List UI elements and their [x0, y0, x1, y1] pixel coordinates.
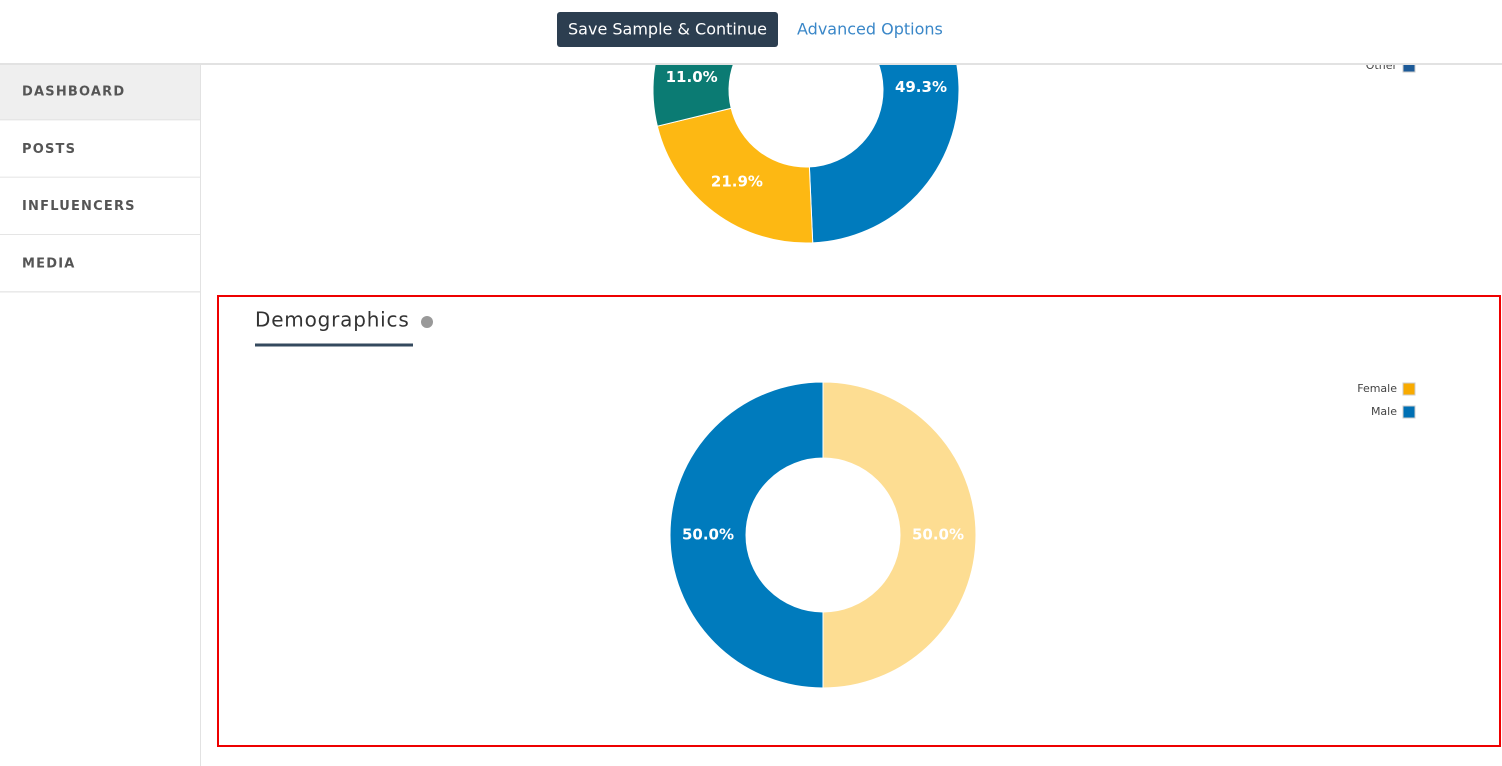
legend-swatch — [1402, 405, 1416, 419]
slice-label: 49.3% — [895, 78, 947, 96]
nav-item[interactable] — [0, 63, 200, 120]
section-title: Demographics — [255, 308, 410, 332]
nav-item-label[interactable]: DASHBOARD — [22, 85, 125, 100]
nav-item-label[interactable]: MEDIA — [22, 256, 76, 271]
help-icon[interactable] — [421, 316, 433, 328]
nav-item-label[interactable]: POSTS — [22, 142, 76, 157]
save-button-label[interactable]: Save Sample & Continue — [568, 20, 767, 39]
nav-item[interactable] — [0, 234, 200, 292]
donut-slice — [822, 381, 977, 689]
slice-label: 50.0% — [682, 526, 734, 544]
legend-label: Male — [1371, 405, 1397, 418]
donut-slice — [656, 107, 814, 244]
nav-item[interactable] — [0, 177, 200, 235]
save-button[interactable] — [557, 12, 778, 47]
highlight-box — [217, 295, 1501, 747]
nav-item-label[interactable]: INFLUENCERS — [22, 199, 136, 214]
legend-swatch — [1402, 382, 1416, 396]
advanced-options-link[interactable]: Advanced Options — [797, 20, 943, 39]
chrome: Save Sample & Continue Advanced Options — [0, 0, 1502, 65]
slice-label: 11.0% — [666, 68, 718, 86]
nav-item[interactable] — [0, 120, 200, 178]
legend-label: Female — [1357, 382, 1397, 395]
slice-label: 50.0% — [912, 526, 964, 544]
donut-slice — [669, 381, 824, 689]
slice-label: 21.9% — [711, 172, 763, 190]
